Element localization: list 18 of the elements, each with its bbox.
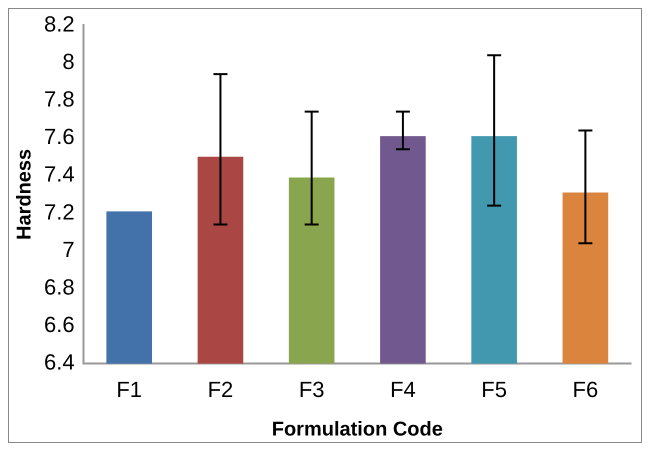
y-tick-label: 6.8 (44, 274, 75, 300)
x-tick-label: F4 (390, 376, 416, 402)
y-tick-label: 7.2 (44, 199, 75, 224)
x-tick-label: F6 (572, 376, 598, 402)
y-tick-label: 8 (62, 48, 75, 74)
y-tick-label: 7.6 (44, 124, 75, 150)
y-tick-label: 6.4 (44, 350, 75, 375)
x-tick-label: F1 (116, 376, 142, 402)
y-tick-label: 7 (62, 236, 75, 262)
y-tick-label: 7.8 (44, 86, 75, 112)
x-tick-label: F2 (208, 376, 234, 402)
y-tick-label: 7.4 (44, 162, 75, 187)
y-tick-label: 6.6 (44, 312, 75, 338)
y-axis-title: Hardness (14, 148, 36, 240)
y-tick-label: 8.2 (44, 11, 75, 36)
x-axis-title: Formulation Code (272, 418, 443, 441)
x-tick-label: F3 (298, 376, 325, 402)
x-tick-label: F5 (481, 376, 507, 402)
